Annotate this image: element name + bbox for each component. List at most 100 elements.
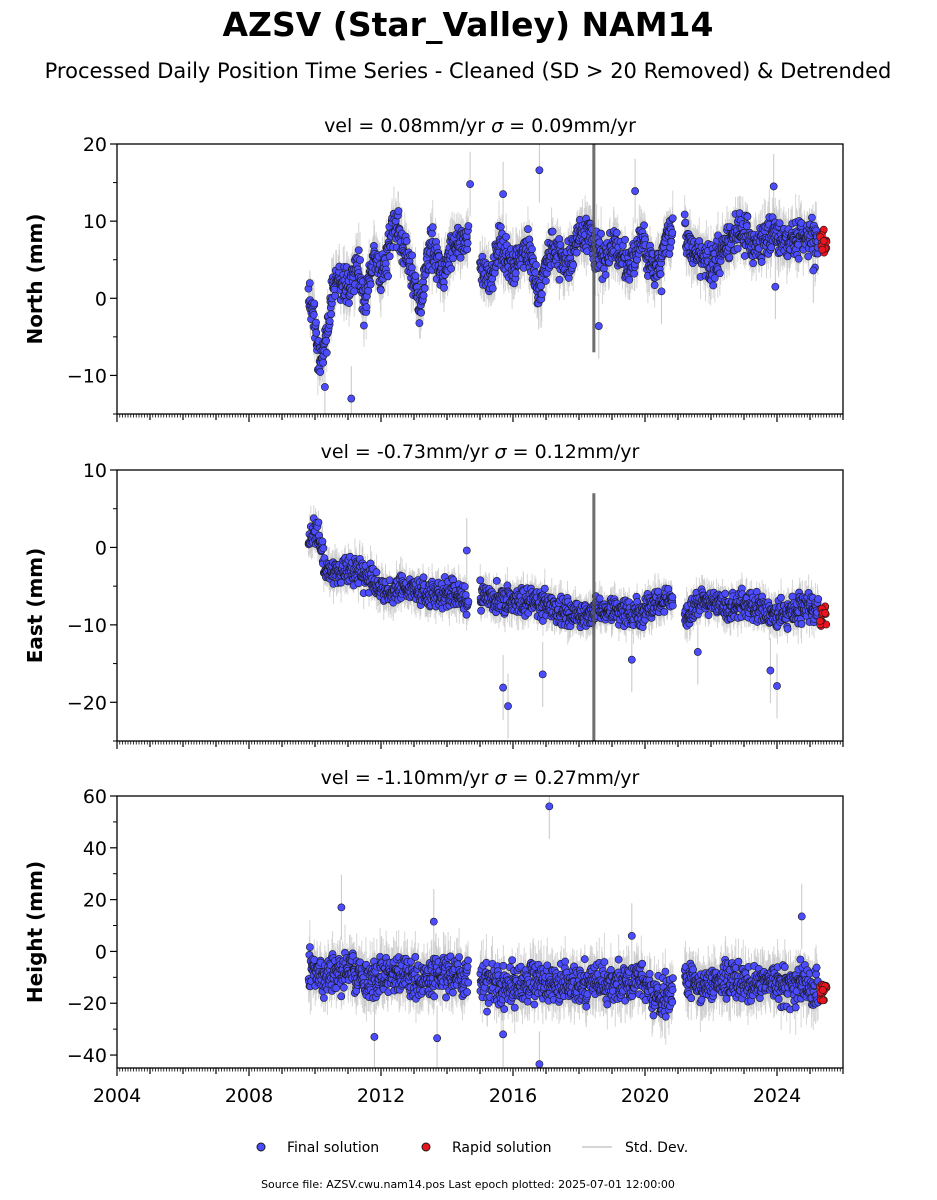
final-solution-point: [394, 207, 403, 215]
final-solution-outlier: [499, 190, 507, 199]
final-solution-point: [808, 213, 816, 222]
final-solution-point: [325, 317, 334, 326]
final-solution-point: [402, 237, 411, 245]
std-dev-bars: [307, 144, 819, 414]
final-solution-outlier: [347, 394, 356, 403]
final-solution-point: [715, 269, 724, 278]
final-solution-outlier: [657, 287, 666, 296]
final-solution-point: [440, 283, 448, 292]
final-solution-outlier: [320, 383, 329, 391]
final-solution-point: [625, 275, 634, 284]
final-solution-point: [463, 239, 472, 247]
final-solution-point: [680, 210, 689, 219]
final-solution-point: [601, 270, 610, 279]
final-solution-outlier: [771, 282, 780, 291]
final-solution-point: [354, 579, 363, 588]
final-solution-point: [502, 232, 510, 241]
figure-title: AZSV (Star_Valley) NAM14: [223, 5, 714, 44]
final-solution-point: [640, 221, 648, 230]
final-solution-outlier: [594, 322, 603, 330]
final-solution-point: [322, 336, 330, 345]
final-solution-point: [360, 321, 368, 330]
x-axis: [116, 414, 844, 422]
final-solution-point: [312, 318, 320, 327]
final-solution-outlier: [769, 182, 778, 191]
y-axis-label: North (mm): [23, 213, 47, 344]
panels: −10 0 10 20 North (mm) vel = 0.08mm/yr σ = 0.…: [23, 115, 844, 1107]
final-solution-point: [612, 228, 621, 237]
plot-area: [304, 493, 831, 741]
y-tick-label: 20: [83, 134, 107, 156]
final-solution-point: [417, 308, 426, 317]
final-solution-point: [305, 279, 314, 288]
final-solution-point: [572, 248, 581, 257]
y-tick-label: −10: [67, 365, 107, 387]
final-solution-point: [511, 269, 520, 277]
plot-area: [304, 144, 831, 414]
final-solution-point: [740, 251, 749, 260]
final-solution-point: [710, 274, 719, 282]
final-solution-point: [531, 268, 540, 277]
final-solution-point: [428, 223, 437, 232]
final-solution-point: [411, 271, 420, 280]
stats-sigma-symbol: σ: [491, 115, 504, 137]
final-solution-point: [667, 237, 676, 246]
final-solution-point: [794, 254, 803, 263]
final-solution-point: [345, 299, 353, 308]
y-tick-label: 0: [95, 288, 107, 310]
final-solution-point: [783, 252, 792, 261]
final-solution-point: [362, 303, 371, 312]
final-solution-point: [385, 252, 394, 261]
final-solution-point: [464, 222, 473, 230]
final-solution-point: [415, 319, 424, 328]
final-solution-outlier: [535, 166, 544, 175]
final-solution-point: [456, 253, 465, 262]
final-solution-point: [668, 228, 677, 237]
final-solution-point: [767, 243, 776, 252]
final-solution-outlier: [466, 180, 474, 189]
final-solution-point: [569, 261, 578, 269]
final-solution-point: [537, 290, 546, 299]
final-solution-point: [681, 218, 690, 227]
figure-subtitle: Processed Daily Position Time Series - C…: [45, 59, 892, 83]
final-solution-point: [804, 252, 813, 261]
final-solution-point: [537, 281, 545, 290]
final-solution-point: [541, 276, 550, 285]
final-solution-point: [742, 222, 751, 230]
final-solution-point: [385, 576, 394, 585]
rapid-solution-point: [818, 245, 827, 254]
final-solution-point: [597, 229, 606, 238]
final-solution-point: [743, 212, 752, 221]
final-solution-point: [749, 259, 757, 268]
final-solution-point: [312, 328, 321, 337]
final-solution-point: [556, 240, 565, 249]
y-tick-label: 10: [83, 211, 107, 233]
final-solution-point: [532, 261, 540, 269]
final-solution-point: [555, 275, 564, 284]
final-solution-point: [630, 269, 639, 278]
final-solution-point: [733, 244, 742, 253]
final-solution-point: [621, 235, 629, 244]
final-solution-outlier: [809, 266, 818, 275]
final-solution-point: [665, 250, 674, 258]
final-solution-point: [524, 225, 532, 233]
final-solution-point: [775, 219, 784, 227]
stats-velocity: vel = 0.08mm/yr: [324, 115, 491, 137]
final-solution-point: [488, 284, 497, 293]
final-solution-point: [668, 214, 677, 223]
final-solution-points: [304, 166, 822, 403]
final-solution-point: [376, 286, 385, 295]
final-solution-point: [709, 281, 718, 290]
final-solution-outlier: [631, 187, 639, 195]
final-solution-point: [310, 299, 319, 308]
final-solution-point: [319, 358, 328, 367]
final-solution-point: [319, 544, 328, 553]
final-solution-point: [408, 251, 416, 260]
final-solution-point: [356, 256, 364, 264]
final-solution-point: [337, 578, 346, 587]
final-solution-point: [318, 537, 327, 546]
final-solution-point: [419, 573, 428, 582]
final-solution-point: [327, 310, 336, 319]
